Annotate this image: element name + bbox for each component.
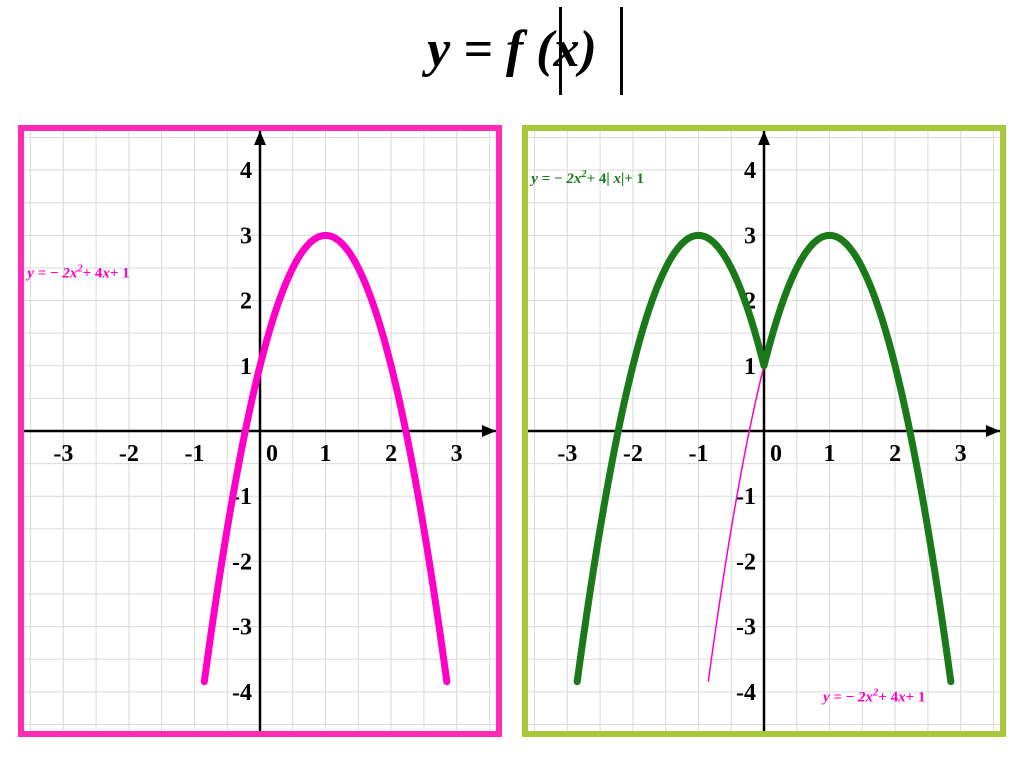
svg-text:-2: -2 <box>623 441 643 467</box>
svg-text:-2: -2 <box>232 549 252 575</box>
svg-text:-2: -2 <box>119 441 139 467</box>
left-chart-frame: -3-2-10123-4-3-2-11234y = − 2x2+ 4x+ 1 <box>18 125 502 737</box>
title-var: x <box>554 21 580 78</box>
svg-text:2: 2 <box>889 441 901 467</box>
svg-text:3: 3 <box>240 223 252 249</box>
svg-text:2: 2 <box>240 289 252 315</box>
svg-text:1: 1 <box>744 354 756 380</box>
right-chart-frame: -3-2-10123-4-3-2-11234y = − 2x2+ 4| x|+ … <box>522 125 1006 737</box>
svg-text:y = − 2x2+ 4x+ 1: y = − 2x2+ 4x+ 1 <box>25 264 129 282</box>
svg-text:0: 0 <box>266 441 278 467</box>
svg-text:-3: -3 <box>232 615 252 641</box>
abs-bar-right <box>620 7 623 95</box>
charts-row: -3 -2 -1 0 1 2 3 -4 -3 -2 -1 1 2 3 4 y = − 2x2+ 4x+ 1 -… <box>0 125 1024 737</box>
svg-text:-4: -4 <box>232 680 252 706</box>
page-title: y = f (x) <box>0 20 1024 79</box>
svg-text:-4: -4 <box>736 680 756 706</box>
svg-text:1: 1 <box>240 354 252 380</box>
svg-text:3: 3 <box>955 441 967 467</box>
svg-text:-2: -2 <box>736 549 756 575</box>
svg-text:4: 4 <box>240 158 252 184</box>
svg-text:4: 4 <box>744 158 756 184</box>
svg-text:2: 2 <box>385 441 397 467</box>
svg-text:y = − 2x2+ 4| x|+ 1: y = − 2x2+ 4| x|+ 1 <box>529 169 644 187</box>
svg-text:-3: -3 <box>53 441 73 467</box>
svg-text:1: 1 <box>824 441 836 467</box>
right-chart: -3-2-10123-4-3-2-11234y = − 2x2+ 4| x|+ … <box>528 131 1000 731</box>
svg-text:-1: -1 <box>688 441 708 467</box>
svg-text:0: 0 <box>770 441 782 467</box>
svg-text:3: 3 <box>744 223 756 249</box>
svg-text:y = − 2x2+ 4x+ 1: y = − 2x2+ 4x+ 1 <box>821 688 925 706</box>
svg-text:-3: -3 <box>557 441 577 467</box>
svg-text:-3: -3 <box>736 615 756 641</box>
title-prefix: y = f ( <box>427 21 553 78</box>
left-chart: -3-2-10123-4-3-2-11234y = − 2x2+ 4x+ 1 <box>24 131 496 731</box>
abs-bar-left <box>559 7 562 95</box>
svg-text:1: 1 <box>320 441 332 467</box>
svg-text:3: 3 <box>451 441 463 467</box>
title-suffix: ) <box>580 21 597 78</box>
svg-text:-1: -1 <box>184 441 204 467</box>
